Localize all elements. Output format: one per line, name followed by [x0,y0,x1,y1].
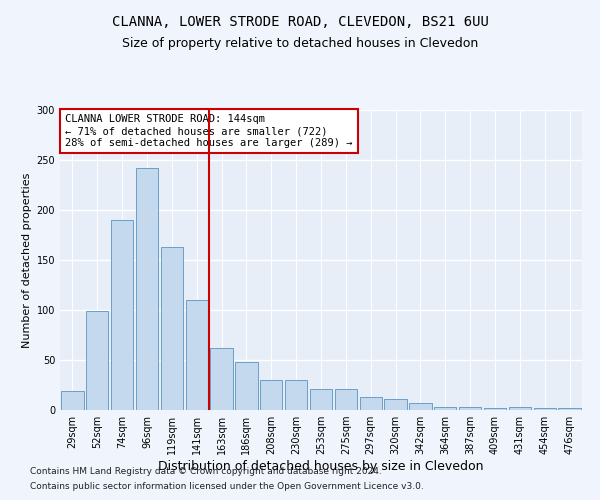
Text: Contains HM Land Registry data © Crown copyright and database right 2024.: Contains HM Land Registry data © Crown c… [30,467,382,476]
Bar [111,220,133,410]
Bar [509,407,531,410]
Bar [211,348,233,410]
Bar [434,407,457,410]
Bar [385,399,407,410]
Bar [335,389,357,410]
Bar [161,247,183,410]
Bar [409,403,431,410]
Bar [459,407,481,410]
Bar [484,408,506,410]
Bar [61,391,83,410]
Bar [559,408,581,410]
Bar [136,168,158,410]
X-axis label: Distribution of detached houses by size in Clevedon: Distribution of detached houses by size … [158,460,484,473]
Text: CLANNA, LOWER STRODE ROAD, CLEVEDON, BS21 6UU: CLANNA, LOWER STRODE ROAD, CLEVEDON, BS2… [112,15,488,29]
Bar [185,300,208,410]
Text: Contains public sector information licensed under the Open Government Licence v3: Contains public sector information licen… [30,482,424,491]
Bar [285,380,307,410]
Bar [235,362,257,410]
Bar [533,408,556,410]
Bar [310,389,332,410]
Bar [86,311,109,410]
Text: CLANNA LOWER STRODE ROAD: 144sqm
← 71% of detached houses are smaller (722)
28% : CLANNA LOWER STRODE ROAD: 144sqm ← 71% o… [65,114,353,148]
Bar [260,380,283,410]
Text: Size of property relative to detached houses in Clevedon: Size of property relative to detached ho… [122,38,478,51]
Bar [359,397,382,410]
Y-axis label: Number of detached properties: Number of detached properties [22,172,32,348]
